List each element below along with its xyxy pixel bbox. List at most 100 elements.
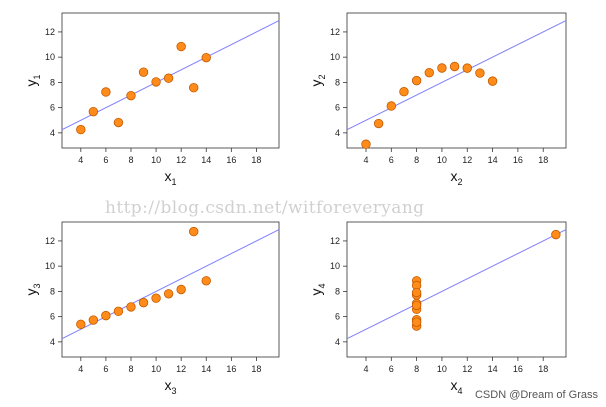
y-tick-label: 10 (45, 52, 55, 62)
y-tick-label: 12 (45, 236, 55, 246)
y-tick-label: 10 (45, 261, 55, 271)
data-point (424, 67, 434, 78)
y-tick-label: 6 (50, 312, 55, 322)
data-point (201, 276, 211, 286)
data-point (176, 41, 186, 52)
x-axis-title-subscript: 2 (457, 177, 462, 187)
x-tick-label: 10 (437, 364, 447, 374)
data-point (449, 61, 460, 72)
data-point (475, 68, 485, 78)
data-point (151, 77, 161, 87)
x-tick-label: 4 (363, 364, 368, 374)
y-axis-title-subscript: 1 (32, 74, 42, 79)
y-tick-label: 6 (335, 103, 340, 113)
x-tick-label: 8 (128, 155, 133, 165)
x-tick-label: 8 (128, 364, 133, 374)
y-tick-label: 4 (335, 337, 340, 347)
y-tick-label: 4 (335, 128, 340, 138)
y-axis-title-subscript: 2 (317, 74, 327, 79)
x-axis-title-subscript: 3 (171, 386, 176, 396)
data-point (88, 315, 99, 325)
y-tick-label: 10 (330, 261, 340, 271)
y-axis-title: y3 (23, 283, 42, 295)
plot-frame (61, 221, 280, 358)
credit-text: CSDN @Dream of Grass (472, 389, 600, 401)
y-tick-label: 12 (330, 236, 340, 246)
y-tick-label: 8 (50, 286, 55, 296)
y-tick-label: 12 (330, 27, 340, 37)
x-tick-label: 12 (462, 155, 472, 165)
data-point (176, 284, 186, 295)
x-tick-label: 10 (437, 155, 447, 165)
x-tick-label: 18 (538, 155, 548, 165)
data-point (101, 87, 111, 97)
data-point (189, 226, 199, 237)
data-point (189, 82, 199, 93)
x-tick-label: 6 (103, 155, 108, 165)
x-tick-label: 12 (176, 364, 186, 374)
data-point (76, 319, 86, 330)
data-point (101, 310, 111, 321)
x-tick-label: 4 (78, 364, 83, 374)
plot-frame (346, 12, 567, 149)
x-axis-title: x3 (164, 377, 176, 396)
x-axis-title: x2 (450, 168, 462, 187)
data-point (373, 118, 384, 129)
x-axis-title: x4 (450, 377, 462, 396)
y-tick-label: 10 (330, 52, 340, 62)
x-tick-label: 16 (513, 364, 523, 374)
x-tick-label: 18 (251, 155, 261, 165)
regression-line (62, 229, 279, 340)
data-point (411, 317, 422, 327)
x-tick-label: 14 (201, 155, 211, 165)
x-tick-label: 16 (513, 155, 523, 165)
data-point (386, 101, 397, 111)
data-point (113, 117, 124, 128)
data-point (487, 76, 498, 86)
x-tick-label: 4 (363, 155, 368, 165)
x-tick-label: 10 (151, 155, 161, 165)
x-tick-label: 14 (488, 155, 498, 165)
regression-line (347, 229, 566, 340)
x-tick-label: 6 (389, 364, 394, 374)
x-axis-title-subscript: 4 (457, 386, 462, 396)
x-tick-label: 18 (251, 364, 261, 374)
y-tick-label: 8 (335, 77, 340, 87)
data-point (411, 287, 422, 298)
x-tick-label: 6 (389, 155, 394, 165)
y-axis-title: y2 (308, 74, 327, 86)
y-axis-title-subscript: 3 (32, 283, 42, 288)
watermark-text: http://blog.csdn.net/witforeveryang (105, 198, 425, 218)
data-point (126, 302, 136, 312)
y-axis-title: y4 (308, 283, 327, 295)
x-tick-label: 16 (226, 155, 236, 165)
x-axis-title-subscript: 1 (171, 177, 176, 187)
x-tick-label: 18 (538, 364, 548, 374)
y-tick-label: 4 (50, 128, 55, 138)
y-tick-label: 8 (50, 77, 55, 87)
data-point (163, 73, 174, 83)
x-tick-label: 14 (201, 364, 211, 374)
data-point (76, 124, 86, 135)
data-point (361, 139, 371, 149)
data-point (437, 63, 447, 73)
data-point (138, 67, 149, 77)
plot-frame (346, 221, 567, 358)
data-point (551, 229, 561, 240)
data-point (88, 106, 99, 117)
data-point (126, 90, 136, 101)
data-point (151, 293, 161, 303)
y-tick-label: 6 (335, 312, 340, 322)
data-point (411, 75, 422, 86)
x-tick-label: 4 (78, 155, 83, 165)
data-point (399, 87, 409, 97)
regression-line (347, 20, 566, 131)
y-tick-label: 4 (50, 337, 55, 347)
data-point (411, 300, 422, 311)
data-point (163, 289, 174, 299)
x-axis-title: x1 (164, 168, 176, 187)
